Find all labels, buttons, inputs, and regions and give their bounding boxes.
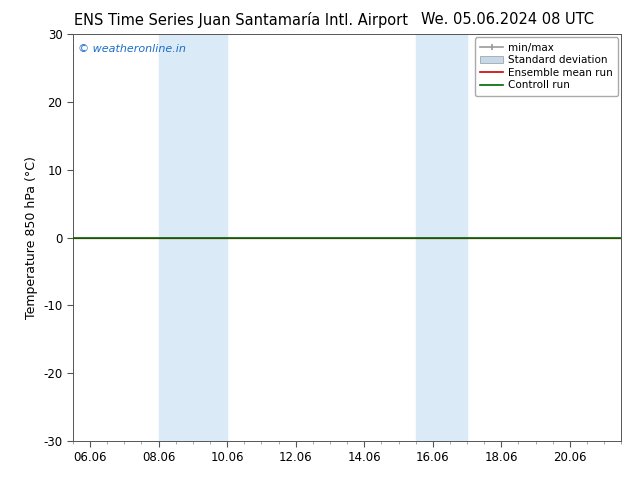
Text: ENS Time Series Juan Santamaría Intl. Airport: ENS Time Series Juan Santamaría Intl. Ai…	[74, 12, 408, 28]
Legend: min/max, Standard deviation, Ensemble mean run, Controll run: min/max, Standard deviation, Ensemble me…	[475, 37, 618, 96]
Bar	[416, 34, 467, 441]
Text: © weatheronline.in: © weatheronline.in	[79, 45, 186, 54]
Bar	[158, 34, 227, 441]
Text: We. 05.06.2024 08 UTC: We. 05.06.2024 08 UTC	[421, 12, 593, 27]
Y-axis label: Temperature 850 hPa (°C): Temperature 850 hPa (°C)	[25, 156, 37, 319]
